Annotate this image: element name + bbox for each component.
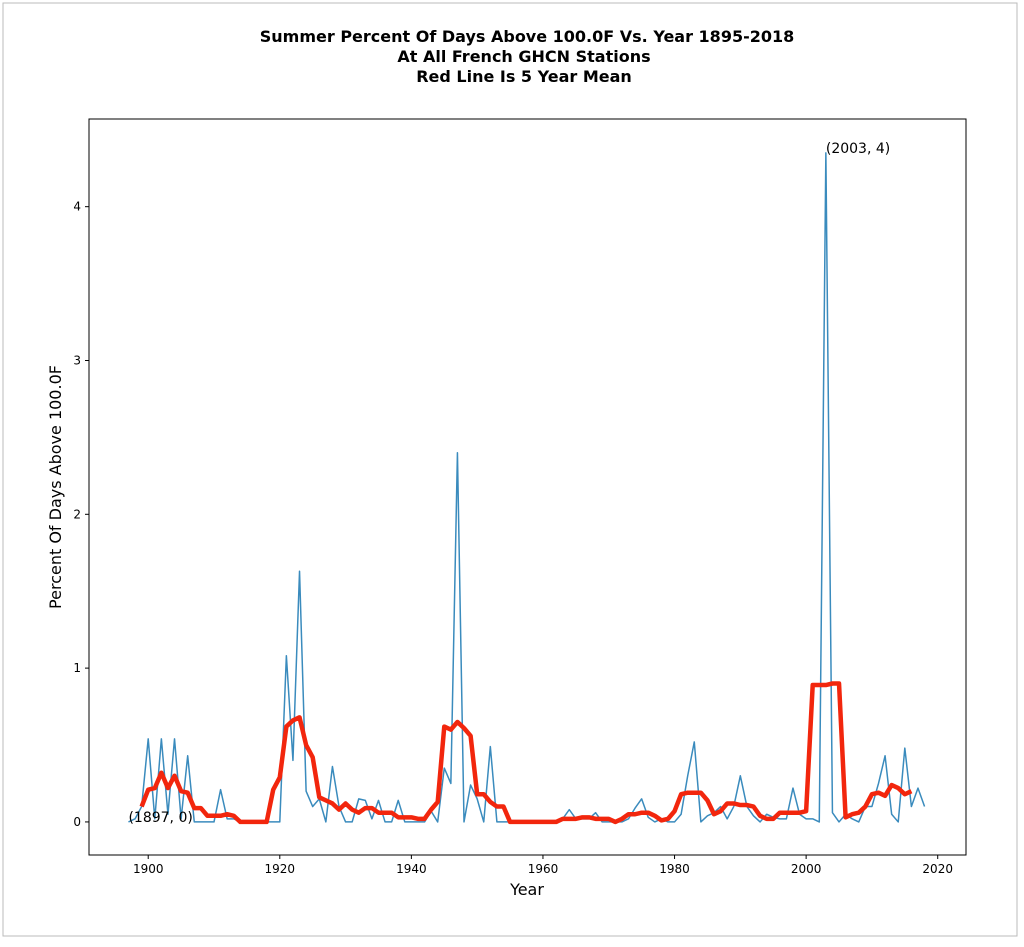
annotation: (1897, 0) bbox=[128, 810, 192, 826]
y-tick-label: 2 bbox=[73, 507, 81, 521]
x-axis-label: Year bbox=[509, 880, 544, 899]
y-tick-label: 0 bbox=[73, 815, 81, 829]
x-tick-label: 2000 bbox=[791, 862, 822, 876]
data-line bbox=[139, 681, 913, 825]
x-tick-label: 1940 bbox=[396, 862, 427, 876]
plot-area bbox=[88, 118, 967, 856]
x-tick-label: 1920 bbox=[265, 862, 296, 876]
x-tick-label: 1980 bbox=[659, 862, 690, 876]
chart-subtitle: At All French GHCN Stations bbox=[397, 47, 650, 66]
annotation: (2003, 4) bbox=[826, 141, 890, 157]
chart-subtitle: Red Line Is 5 Year Mean bbox=[416, 67, 632, 86]
y-tick-label: 1 bbox=[73, 661, 81, 675]
y-tick-label: 4 bbox=[73, 200, 81, 214]
x-tick-label: 1900 bbox=[133, 862, 164, 876]
chart-title: Summer Percent Of Days Above 100.0F Vs. … bbox=[260, 27, 795, 46]
x-tick-label: 1960 bbox=[528, 862, 559, 876]
y-tick-label: 3 bbox=[73, 353, 81, 367]
x-tick-label: 2020 bbox=[922, 862, 953, 876]
y-axis-label: Percent Of Days Above 100.0F bbox=[46, 365, 65, 609]
